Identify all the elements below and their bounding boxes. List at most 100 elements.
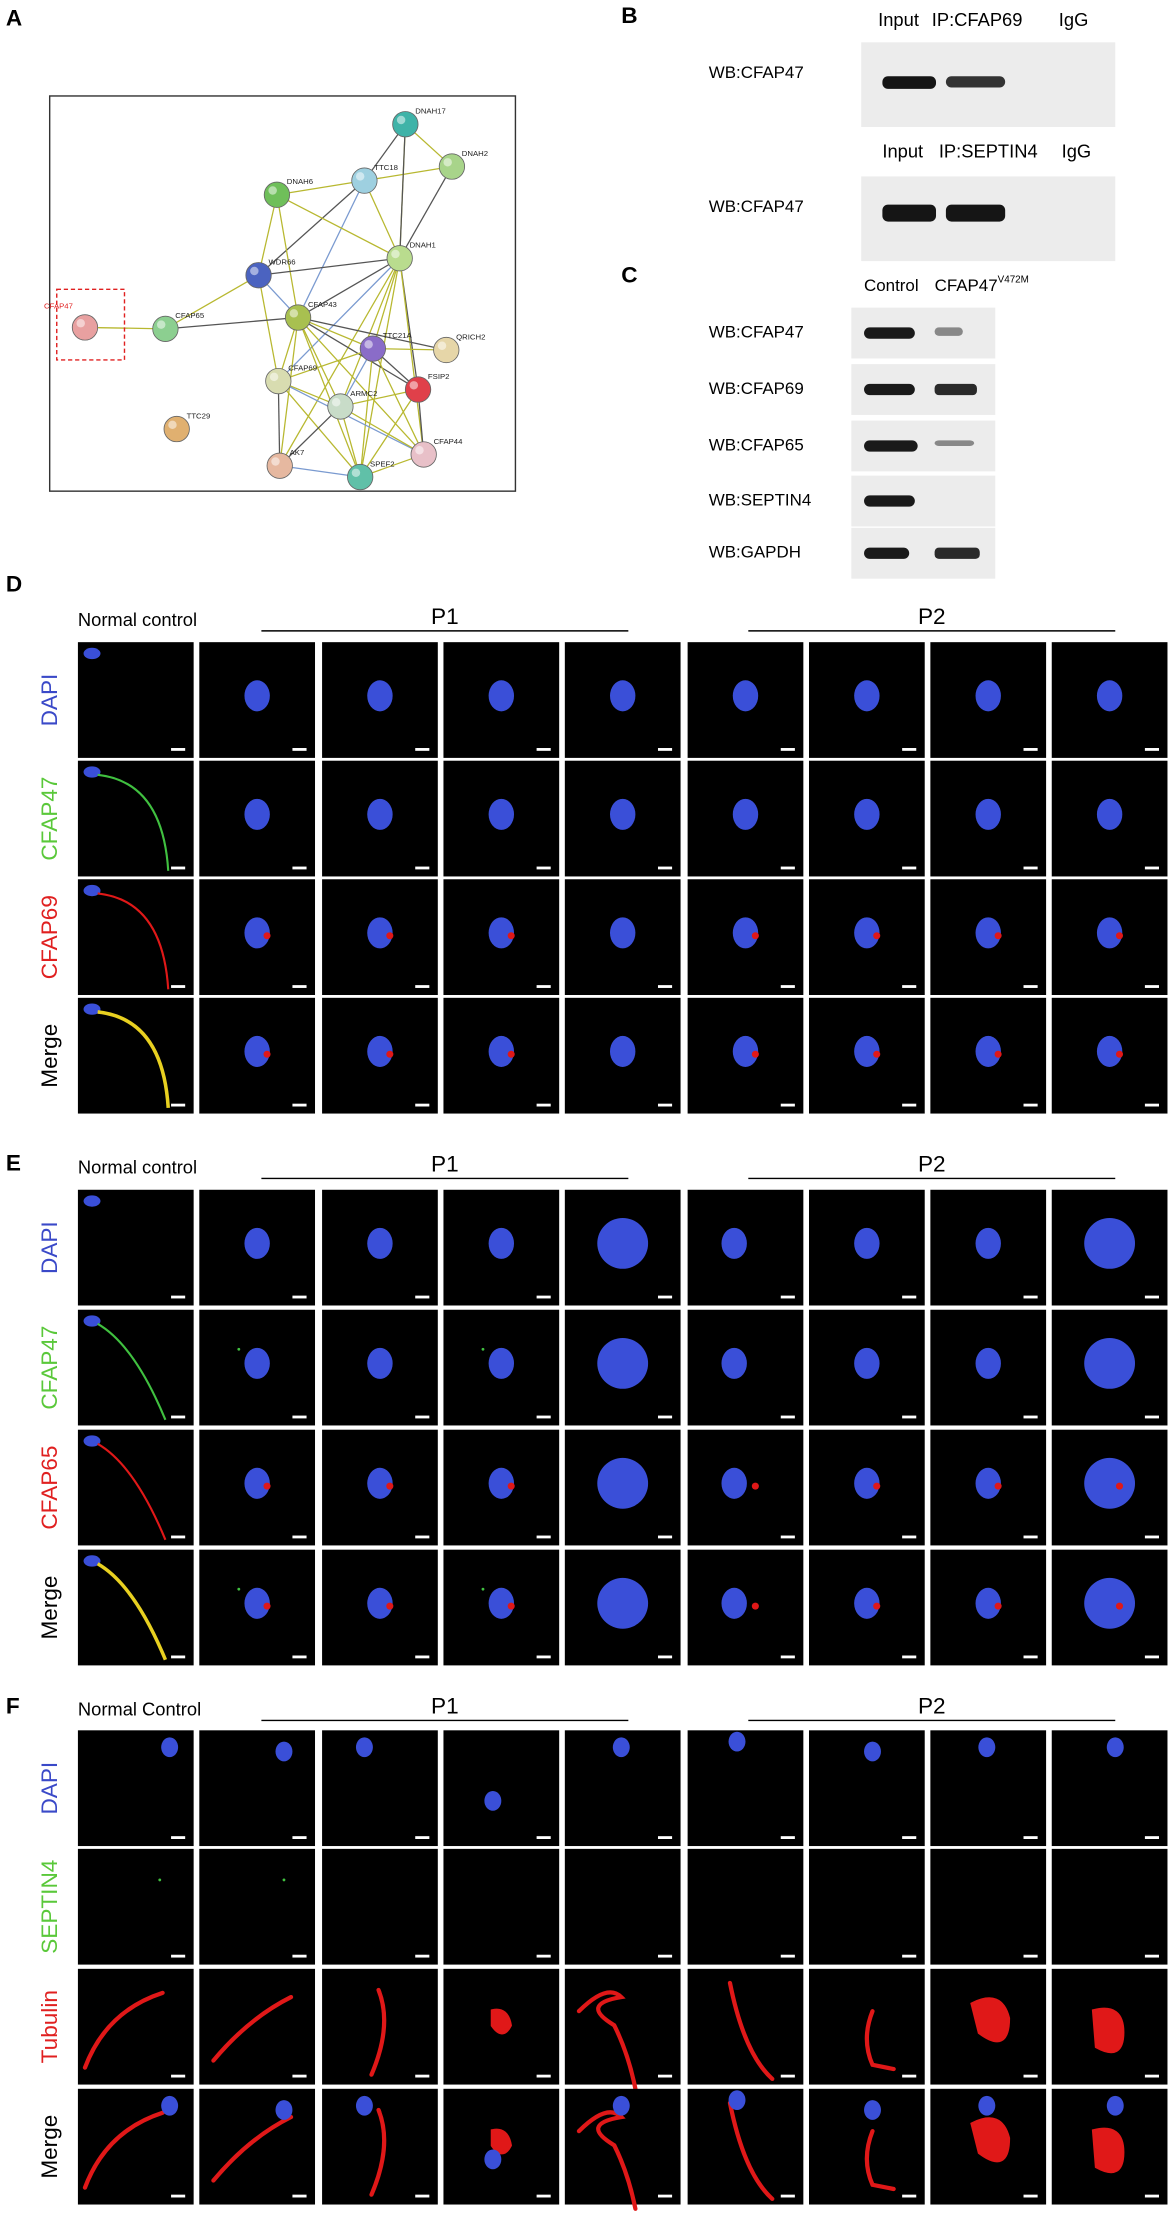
lane-label: CFAP47V472M xyxy=(935,274,1029,295)
node-shine xyxy=(396,115,406,125)
nucleus xyxy=(367,1587,393,1619)
nucleus xyxy=(484,2149,502,2170)
flagellum xyxy=(97,1442,167,1541)
group-label: Normal control xyxy=(78,1156,197,1177)
tubulin-stain xyxy=(576,1990,638,2091)
node-label: AK7 xyxy=(290,448,305,457)
protein-signal xyxy=(994,1482,1002,1490)
protein-signal xyxy=(386,932,394,940)
protein-signal xyxy=(873,1482,881,1490)
node-shine xyxy=(331,398,341,407)
channel-label: DAPI xyxy=(37,1221,62,1274)
nucleus xyxy=(975,917,1001,949)
panel-label: E xyxy=(6,1150,21,1175)
network-edge xyxy=(340,405,425,456)
nucleus xyxy=(83,1435,101,1447)
band xyxy=(934,327,963,336)
nucleus xyxy=(83,1195,101,1207)
nucleus xyxy=(488,798,515,830)
network-edge xyxy=(257,194,278,276)
nucleus xyxy=(609,798,636,830)
protein-signal xyxy=(263,1050,271,1058)
nucleus xyxy=(854,1035,880,1067)
tubulin-stain xyxy=(490,2008,512,2035)
protein-signal xyxy=(263,1482,271,1490)
nucleus xyxy=(367,1035,393,1067)
nucleus xyxy=(367,1467,393,1499)
node-label: CFAP69 xyxy=(288,363,317,372)
node-label: QRICH2 xyxy=(456,332,485,341)
node-label: DNAH2 xyxy=(462,149,488,158)
nucleus xyxy=(854,1467,880,1499)
node-label: TTC18 xyxy=(374,163,398,172)
node-shine xyxy=(289,309,299,318)
protein-signal xyxy=(507,1482,515,1490)
protein-signal xyxy=(751,932,759,940)
micrograph xyxy=(77,1549,194,1666)
protein-signal xyxy=(751,1050,759,1058)
network-edge xyxy=(279,317,299,466)
micrograph xyxy=(687,1848,804,1965)
nucleus xyxy=(161,1737,179,1758)
node-shine xyxy=(76,318,85,328)
nucleus xyxy=(609,917,636,949)
nucleus xyxy=(83,884,101,897)
nucleus xyxy=(612,2095,630,2116)
node-shine xyxy=(269,372,279,382)
network-edge xyxy=(359,389,419,478)
nucleus xyxy=(83,1003,101,1015)
network-edge xyxy=(399,258,425,455)
protein-signal xyxy=(873,932,881,940)
nucleus xyxy=(1084,1337,1136,1389)
channel-label: CFAP47 xyxy=(37,1326,62,1410)
nucleus xyxy=(488,1347,515,1379)
nucleus xyxy=(244,1467,270,1499)
nucleus xyxy=(488,917,515,949)
nucleus xyxy=(728,2090,746,2110)
nucleus xyxy=(1084,1217,1136,1269)
protein-signal xyxy=(237,1587,241,1591)
nucleus xyxy=(244,1347,270,1379)
nucleus xyxy=(244,1035,270,1067)
band xyxy=(945,204,1006,222)
tubulin-stain xyxy=(369,2107,387,2197)
tubulin-stain xyxy=(369,1987,387,2077)
tubulin-stain xyxy=(1091,2127,1125,2174)
network-edge xyxy=(258,257,400,276)
nucleus xyxy=(244,1587,270,1619)
lane-label: IP:CFAP69 xyxy=(932,9,1023,30)
tubulin-stain xyxy=(970,2117,1011,2163)
nucleus xyxy=(83,766,101,778)
node-shine xyxy=(437,341,447,351)
network-edge xyxy=(278,348,374,382)
panel-label: C xyxy=(621,263,637,288)
lane-label: Input xyxy=(878,9,919,30)
tubulin-stain xyxy=(82,1990,165,2070)
network-edge xyxy=(277,380,361,478)
lane-superscript: V472M xyxy=(998,274,1029,285)
band xyxy=(864,327,915,339)
blot-row-label: WB:CFAP65 xyxy=(709,435,804,454)
network-edge xyxy=(277,381,281,466)
network-edge xyxy=(165,316,299,330)
nucleus xyxy=(488,1227,515,1259)
nucleus xyxy=(721,1347,747,1379)
network-edge xyxy=(372,348,425,455)
node-label: DNAH6 xyxy=(287,177,313,186)
nucleus xyxy=(367,1227,393,1259)
blot-row-label: WB:CFAP47 xyxy=(709,197,804,216)
network-edge xyxy=(276,180,365,196)
nucleus xyxy=(597,1217,649,1269)
network-edge xyxy=(359,258,401,478)
node-shine xyxy=(355,172,365,181)
protein-signal xyxy=(386,1602,394,1610)
flagellum xyxy=(97,1010,171,1109)
network-edge xyxy=(297,317,425,455)
nucleus xyxy=(975,1467,1001,1499)
nucleus xyxy=(597,1577,649,1629)
node-label: CFAP43 xyxy=(308,300,337,309)
nucleus xyxy=(244,1227,270,1259)
tubulin-stain xyxy=(864,2129,896,2192)
nucleus xyxy=(721,1467,747,1499)
